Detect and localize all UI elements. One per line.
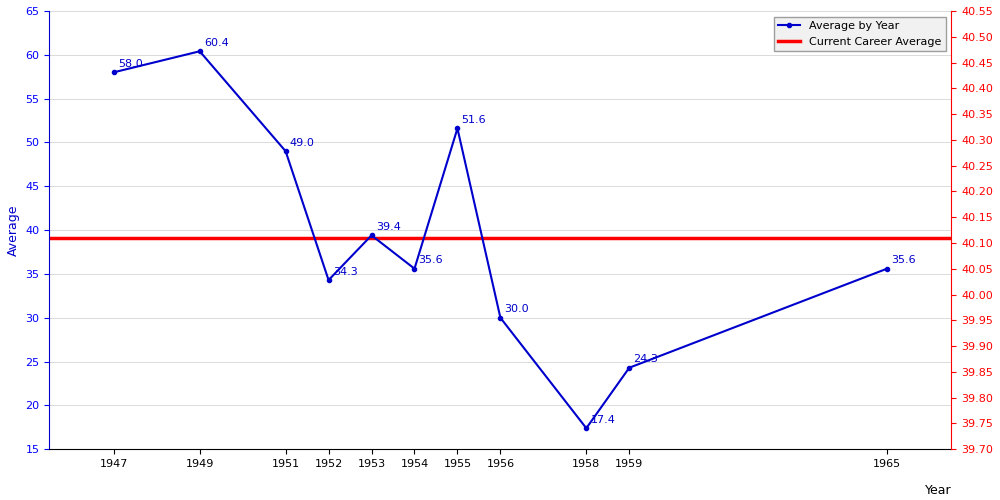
- Legend: Average by Year, Current Career Average: Average by Year, Current Career Average: [774, 16, 946, 51]
- Average by Year: [580, 425, 592, 431]
- Y-axis label: Average: Average: [7, 204, 20, 256]
- Average by Year: [494, 315, 506, 321]
- Text: 39.4: 39.4: [376, 222, 401, 232]
- Average by Year: [623, 364, 635, 370]
- Text: 30.0: 30.0: [505, 304, 529, 314]
- Average by Year: [108, 70, 120, 75]
- Average by Year: [194, 48, 206, 54]
- Text: 60.4: 60.4: [204, 38, 229, 48]
- Average by Year: [323, 277, 335, 283]
- Average by Year: [366, 232, 378, 238]
- Text: 34.3: 34.3: [333, 266, 357, 276]
- Average by Year: [881, 266, 893, 272]
- Line: Average by Year: Average by Year: [112, 49, 889, 430]
- Text: 17.4: 17.4: [590, 414, 615, 424]
- Text: 58.0: 58.0: [118, 59, 143, 69]
- Average by Year: [451, 126, 463, 132]
- Average by Year: [280, 148, 292, 154]
- Text: Year: Year: [925, 484, 951, 498]
- Average by Year: [408, 266, 420, 272]
- Text: 35.6: 35.6: [891, 255, 916, 265]
- Text: 49.0: 49.0: [290, 138, 315, 147]
- Text: 24.3: 24.3: [633, 354, 658, 364]
- Text: 51.6: 51.6: [462, 115, 486, 125]
- Text: 35.6: 35.6: [419, 255, 443, 265]
